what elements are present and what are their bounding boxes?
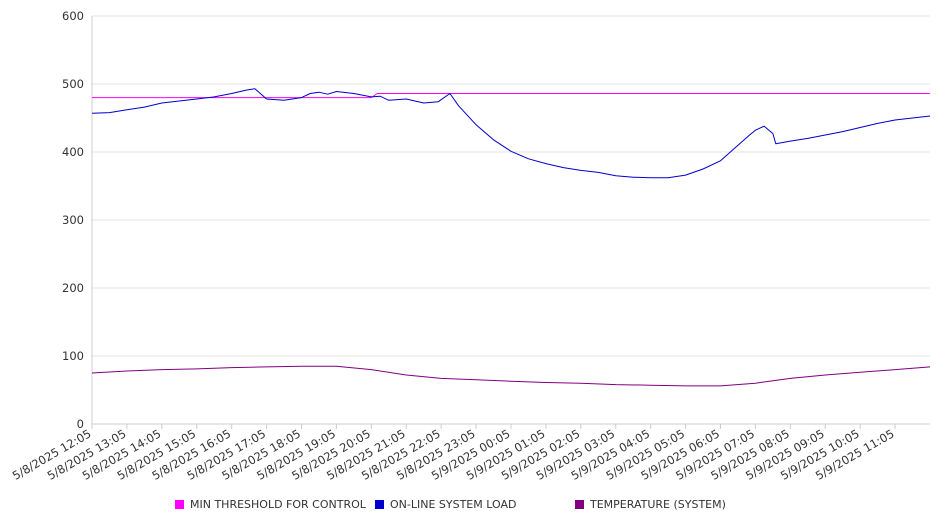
y-tick-label: 400 xyxy=(62,145,84,159)
legend-item-temperature[interactable]: TEMPERATURE (SYSTEM) xyxy=(575,498,726,511)
legend-item-threshold[interactable]: MIN THRESHOLD FOR CONTROL xyxy=(175,498,366,511)
legend-swatch-system-load xyxy=(375,500,384,509)
series-line-1 xyxy=(92,93,930,99)
y-tick-label: 100 xyxy=(62,349,84,363)
legend-label-system-load: ON-LINE SYSTEM LOAD xyxy=(390,498,517,511)
gridlines xyxy=(92,15,930,357)
legend-label-threshold: MIN THRESHOLD FOR CONTROL xyxy=(190,498,366,511)
legend-swatch-temperature xyxy=(575,500,584,509)
series-line-2 xyxy=(91,88,931,179)
y-tick-labels: 0 100 200 300 400 500 600 xyxy=(62,9,84,431)
axes xyxy=(91,16,930,429)
y-tick-label: 300 xyxy=(62,213,84,227)
legend: MIN THRESHOLD FOR CONTROL ON-LINE SYSTEM… xyxy=(175,498,895,512)
x-tick-labels: 5/8/2025 12:055/8/2025 13:055/8/2025 14:… xyxy=(10,426,897,482)
y-tick-label: 500 xyxy=(62,77,84,91)
legend-swatch-threshold xyxy=(175,500,184,509)
legend-item-system-load[interactable]: ON-LINE SYSTEM LOAD xyxy=(375,498,516,511)
y-tick-label: 0 xyxy=(77,417,84,431)
legend-label-temperature: TEMPERATURE (SYSTEM) xyxy=(590,498,726,511)
y-tick-label: 600 xyxy=(62,9,84,23)
series-line-3 xyxy=(91,365,931,387)
y-tick-label: 200 xyxy=(62,281,84,295)
series-lines xyxy=(91,88,931,387)
